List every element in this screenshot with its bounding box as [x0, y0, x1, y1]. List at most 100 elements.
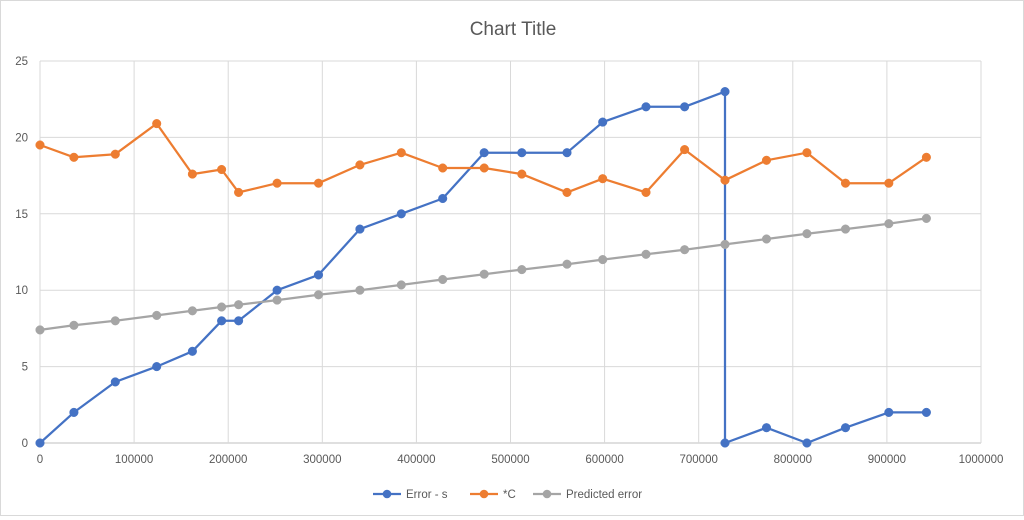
- data-point: [396, 280, 406, 290]
- axis-ticks: 0 5 10 15 20 25 0 100000 200000 300000 400000 50000…: [15, 56, 1003, 466]
- data-point: [313, 270, 324, 280]
- data-point: [110, 316, 120, 326]
- series-line: [38, 90, 928, 445]
- data-point: [217, 302, 227, 312]
- x-tick-label: 1000000: [959, 454, 1004, 466]
- data-point: [517, 148, 527, 158]
- series-2: [35, 119, 931, 197]
- data-point: [217, 164, 227, 175]
- data-point: [802, 229, 812, 239]
- data-point: [35, 438, 45, 448]
- data-point: [313, 290, 324, 300]
- data-point: [720, 87, 730, 97]
- series-group: [35, 87, 931, 448]
- data-point: [187, 346, 197, 356]
- data-point: [234, 316, 244, 326]
- data-point: [272, 295, 282, 305]
- data-point: [921, 152, 931, 162]
- legend-marker: [542, 489, 552, 499]
- x-tick-label: 900000: [868, 454, 906, 466]
- data-point: [884, 407, 894, 417]
- legend-marker: [479, 489, 489, 499]
- data-point: [598, 174, 608, 184]
- series-3: [35, 213, 931, 335]
- data-point: [562, 148, 572, 158]
- data-point: [438, 163, 448, 173]
- data-point: [921, 407, 931, 417]
- data-point: [562, 259, 572, 269]
- x-tick-label: 100000: [115, 454, 153, 466]
- x-tick-label: 500000: [491, 454, 529, 466]
- data-point: [234, 300, 244, 310]
- legend-label: Error - s: [406, 489, 448, 501]
- data-point: [35, 140, 45, 150]
- data-point: [355, 285, 365, 295]
- data-point: [479, 148, 489, 158]
- chart-title: Chart Title: [470, 19, 557, 40]
- data-point: [272, 285, 282, 295]
- data-point: [680, 245, 690, 255]
- data-point: [396, 209, 406, 219]
- x-tick-label: 700000: [680, 454, 718, 466]
- data-point: [110, 149, 120, 159]
- data-point: [761, 234, 772, 244]
- data-point: [884, 178, 894, 188]
- data-point: [680, 145, 690, 155]
- data-point: [720, 239, 730, 249]
- y-tick-label: 10: [15, 285, 28, 297]
- data-point: [598, 255, 608, 265]
- legend-item: Predicted error: [533, 489, 642, 501]
- y-tick-label: 25: [15, 56, 28, 68]
- legend-label: Predicted error: [566, 489, 642, 501]
- gridlines: [39, 60, 982, 444]
- data-point: [110, 377, 120, 387]
- data-point: [152, 310, 162, 320]
- data-point: [217, 316, 227, 326]
- data-point: [641, 187, 651, 197]
- data-point: [761, 155, 772, 165]
- legend-item: Error - s: [373, 489, 448, 501]
- legend-item: *C: [470, 489, 516, 501]
- series-line: [38, 217, 928, 332]
- y-tick-label: 5: [22, 362, 28, 374]
- data-point: [187, 169, 197, 179]
- data-point: [802, 148, 812, 158]
- data-point: [35, 325, 45, 335]
- data-point: [884, 219, 894, 229]
- legend-marker: [382, 489, 392, 499]
- data-point: [921, 213, 931, 223]
- data-point: [438, 274, 448, 285]
- data-point: [840, 423, 851, 433]
- data-point: [802, 438, 812, 448]
- data-point: [517, 265, 527, 275]
- y-tick-label: 20: [15, 132, 28, 144]
- data-point: [152, 119, 162, 129]
- x-tick-label: 800000: [774, 454, 812, 466]
- data-point: [396, 148, 406, 158]
- x-tick-label: 600000: [585, 454, 623, 466]
- series-1: [35, 87, 931, 448]
- data-point: [355, 160, 365, 170]
- data-point: [720, 175, 730, 185]
- data-point: [187, 306, 197, 316]
- data-point: [840, 224, 851, 234]
- data-point: [761, 423, 772, 433]
- data-point: [313, 178, 324, 188]
- legend-label: *C: [503, 489, 516, 501]
- data-point: [438, 193, 448, 204]
- legend: Error - s *C Predicted error: [373, 489, 642, 501]
- x-tick-label: 400000: [397, 454, 435, 466]
- data-point: [355, 224, 365, 234]
- data-point: [152, 362, 162, 372]
- data-point: [479, 163, 489, 173]
- y-tick-label: 0: [22, 438, 28, 450]
- data-point: [840, 178, 851, 188]
- data-point: [562, 187, 572, 197]
- data-point: [272, 178, 282, 188]
- data-point: [69, 320, 79, 330]
- data-point: [641, 102, 651, 112]
- data-point: [234, 187, 244, 197]
- data-point: [598, 117, 608, 127]
